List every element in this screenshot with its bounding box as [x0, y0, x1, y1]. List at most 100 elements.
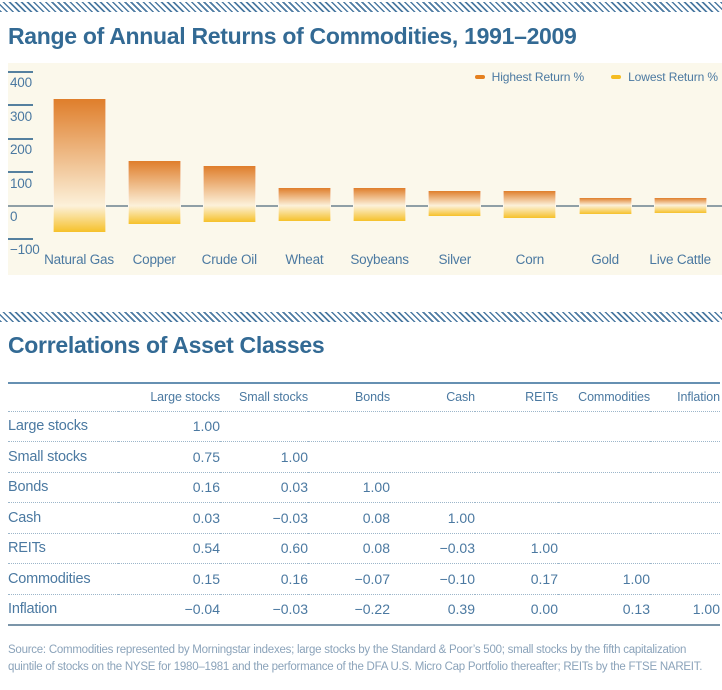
axis-tick-label: 0 — [10, 209, 18, 224]
correlation-cell — [650, 503, 720, 534]
correlations-table: Large stocks Small stocks Bonds Cash REITs Co… — [8, 382, 720, 626]
highest-return-swatch — [474, 75, 485, 79]
row-label: Small stocks — [8, 448, 87, 465]
correlation-cell — [475, 472, 558, 503]
header-cell: Cash — [446, 390, 475, 405]
correlation-cell: 1.00 — [280, 448, 308, 465]
correlation-cell — [390, 472, 475, 503]
table-row: Commodities 0.15 0.16 −0.07 −0.10 0.17 1.00 — [8, 564, 720, 594]
legend-label: Highest Return % — [491, 70, 585, 84]
correlation-cell — [558, 533, 650, 564]
header-cell: Commodities — [578, 390, 650, 405]
range-bar-corn — [503, 191, 557, 218]
header-cell: REITs — [525, 390, 558, 405]
range-bar-gold — [578, 198, 632, 215]
table-header-row: Large stocks Small stocks Bonds Cash REITs Co… — [8, 383, 720, 411]
correlation-cell — [650, 442, 720, 473]
axis-tick — [8, 171, 33, 174]
range-bar-natural-gas — [52, 98, 106, 232]
table-row: Bonds 0.16 0.03 1.00 — [8, 472, 720, 503]
top-hatch-border — [0, 2, 722, 12]
correlation-cell: −0.07 — [354, 570, 390, 587]
category-label: Wheat — [285, 252, 324, 267]
table-row: Cash 0.03 −0.03 0.08 1.00 — [8, 503, 720, 534]
source-line-1: Source: Commodities represented by Morni… — [8, 643, 687, 656]
category-label: Soybeans — [350, 252, 409, 267]
axis-tick-label: 400 — [10, 75, 32, 91]
source-line-2: quintile of stocks on the NYSE for 1980–… — [8, 660, 703, 673]
correlation-cell: −0.03 — [439, 540, 475, 557]
correlation-cell — [308, 442, 390, 473]
category-label: Corn — [515, 252, 545, 267]
lowest-return-swatch — [611, 75, 622, 79]
correlation-cell: −0.10 — [439, 570, 475, 587]
category-label: Silver — [438, 252, 472, 267]
correlation-cell: 1.00 — [692, 601, 720, 617]
table-row: Inflation −0.04 −0.03 −0.22 0.39 0.00 0.13 1.00 — [8, 594, 720, 625]
row-label: Commodities — [8, 570, 91, 587]
correlation-cell: 1.00 — [530, 540, 558, 557]
correlation-cell: 1.00 — [192, 418, 220, 435]
axis-tick — [8, 70, 33, 73]
axis-tick-label: 200 — [10, 142, 32, 158]
correlation-cell: 0.00 — [530, 601, 558, 617]
correlation-cell — [558, 411, 650, 442]
range-bar-wheat — [277, 187, 331, 221]
correlation-cell: 0.54 — [192, 540, 220, 557]
correlation-cell — [650, 411, 720, 442]
correlation-cell — [475, 503, 558, 534]
correlation-cell — [558, 472, 650, 503]
axis-tick — [8, 104, 33, 107]
range-bar-live-cattle — [653, 198, 707, 214]
table-row: Large stocks 1.00 — [8, 411, 720, 442]
correlation-cell: 0.17 — [530, 570, 558, 587]
category-label: Gold — [591, 252, 619, 267]
correlation-cell: 0.60 — [280, 540, 308, 557]
legend-item: Highest Return % — [474, 70, 585, 84]
table-row: REITs 0.54 0.60 0.08 −0.03 1.00 — [8, 533, 720, 564]
header-cell: Small stocks — [239, 390, 308, 405]
chart-title: Range of Annual Returns of Commodities, … — [8, 23, 577, 49]
header-cell: Bonds — [355, 390, 390, 405]
correlation-cell: 0.39 — [447, 601, 475, 617]
range-bar-copper — [127, 161, 181, 224]
correlation-cell — [220, 411, 308, 442]
correlation-cell: 1.00 — [362, 479, 390, 496]
range-bar-silver — [428, 190, 482, 216]
category-label: Natural Gas — [44, 252, 114, 267]
correlation-cell — [475, 411, 558, 442]
correlation-cell: 0.15 — [192, 570, 220, 587]
correlation-cell: 0.75 — [192, 448, 220, 465]
commodities-range-chart: Highest Return % Lowest Return % 400 300 20… — [8, 63, 722, 275]
correlation-cell — [390, 411, 475, 442]
row-label: Bonds — [8, 479, 49, 496]
row-label: Large stocks — [8, 418, 88, 435]
row-label: REITs — [8, 540, 46, 557]
correlation-cell: 0.03 — [192, 509, 220, 526]
chart-legend: Highest Return % Lowest Return % — [474, 70, 718, 84]
category-label: Copper — [132, 252, 176, 267]
range-bar-soybeans — [353, 188, 407, 221]
axis-tick-label: −100 — [10, 242, 40, 258]
correlation-cell: −0.04 — [184, 601, 220, 617]
range-bar-crude-oil — [202, 166, 256, 223]
axis-tick — [8, 237, 33, 240]
correlation-cell: −0.22 — [354, 601, 390, 617]
table-row: Small stocks 0.75 1.00 — [8, 442, 720, 473]
correlations-table-wrap: Large stocks Small stocks Bonds Cash REITs Co… — [8, 382, 720, 626]
section-divider-hatch — [0, 312, 722, 322]
header-cell-empty — [8, 383, 118, 411]
header-cell: Inflation — [677, 390, 720, 405]
correlation-cell — [650, 472, 720, 503]
row-label: Inflation — [8, 601, 57, 617]
legend-item: Lowest Return % — [611, 70, 718, 84]
row-label: Cash — [8, 509, 42, 526]
correlation-cell: 0.16 — [192, 479, 220, 496]
correlation-cell — [475, 442, 558, 473]
table-title: Correlations of Asset Classes — [8, 332, 325, 358]
correlation-cell: 0.16 — [280, 570, 308, 587]
correlation-cell: −0.03 — [272, 601, 308, 617]
correlation-cell: 1.00 — [447, 509, 475, 526]
correlation-cell: 0.03 — [280, 479, 308, 496]
